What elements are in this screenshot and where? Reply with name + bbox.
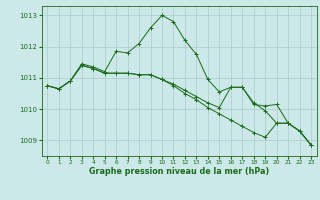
X-axis label: Graphe pression niveau de la mer (hPa): Graphe pression niveau de la mer (hPa) xyxy=(89,167,269,176)
